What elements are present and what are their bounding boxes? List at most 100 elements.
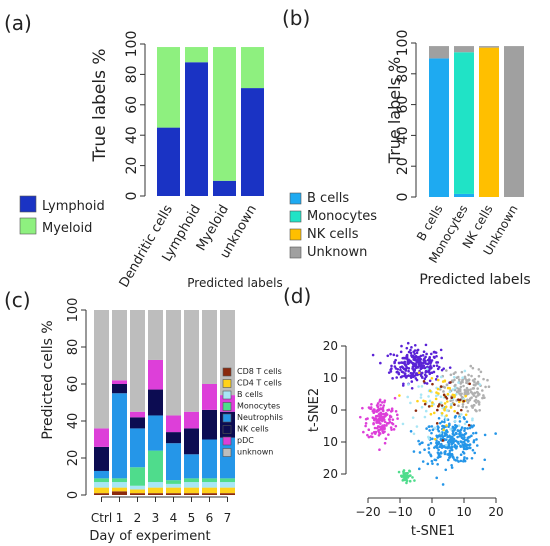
scatter-point [461,402,465,406]
scatter-point [442,390,445,393]
scatter-point [366,417,369,420]
scatter-point [439,445,443,449]
legend-label: CD4 T cells [237,379,282,388]
scatter-point [411,476,414,479]
scatter-point [427,362,430,365]
scatter-point [440,412,444,415]
scatter-point [433,437,437,441]
scatter-point [425,382,429,385]
bar-segment-b-cells [429,58,449,198]
scatter-point [435,354,438,358]
scatter-point [430,459,434,463]
scatter-point [459,381,463,384]
scatter-point [439,375,443,379]
bar-segment-neutrophils [220,437,235,479]
scatter-point [398,394,401,397]
scatter-point [376,414,379,418]
scatter-point [407,358,410,362]
scatter-point [465,420,469,424]
scatter-point [405,479,409,483]
scatter-point [407,383,410,386]
scatter-point [366,433,369,437]
panel-label-d: (d) [283,284,311,308]
bar-segment-b-cells [184,482,199,488]
scatter-point [402,367,406,371]
scatter-point [445,424,448,427]
bar-segment-myeloid [157,47,180,128]
scatter-point [441,406,444,410]
scatter-point [386,409,389,412]
legend-label: unknown [237,448,273,457]
scatter-point [456,390,459,394]
scatter-point [427,447,431,450]
scatter-point [449,399,452,403]
scatter-point [434,397,438,401]
scatter-point [465,386,469,390]
scatter-point [435,364,439,367]
scatter-point [459,444,462,448]
scatter-point [379,403,382,407]
scatter-point [431,401,434,404]
scatter-point [413,479,416,482]
scatter-point [479,370,483,374]
scatter-point [465,378,468,382]
scatter-point [466,427,469,430]
scatter-point [429,441,433,445]
scatter-point [411,416,415,419]
scatter-point [438,403,441,406]
scatter-point [376,402,380,405]
scatter-point [443,420,446,424]
bar-segment-cd8-t-cells [184,493,199,495]
scatter-point [456,411,459,415]
y-tick-label: 60 [124,96,140,114]
bar-segment-monocytes [220,478,235,483]
scatter-point [466,391,470,394]
scatter-point [463,391,467,394]
bar-segment-pdc [130,411,145,418]
y-tick-label: 100 [66,298,81,323]
bar-segment-pdc [202,384,217,410]
scatter-point [390,421,394,425]
scatter-point [394,424,398,428]
y-tick-label: 100 [395,30,411,57]
bar-segment-neutrophils [94,470,109,479]
scatter-point [424,362,428,365]
scatter-point [391,377,394,380]
scatter-point [460,440,463,444]
scatter-point [469,388,472,391]
scatter-point [439,455,442,458]
scatter-point [430,371,434,375]
scatter-point [406,395,409,399]
scatter-point [463,369,467,373]
y-tick-label: 20 [395,157,411,175]
scatter-point [406,341,410,345]
scatter-point [405,346,409,350]
scatter-point [404,363,407,367]
scatter-cluster-nk-cells [371,341,452,390]
scatter-point [482,394,485,397]
scatter-point [425,352,428,356]
bar-segment-neutrophils [148,415,163,451]
scatter-point [379,407,383,410]
scatter-point [435,476,439,480]
scatter-point [474,398,478,402]
scatter-point [390,407,394,411]
scatter-point [429,352,433,356]
legend-swatch [222,379,232,388]
scatter-point [369,407,373,410]
y-tick-label: 0 [330,403,338,417]
bar-segment-unknown [479,46,499,48]
bar-segment-b-cells [112,482,127,488]
scatter-point [373,426,377,430]
scatter-point [431,382,434,386]
scatter-point [412,371,415,375]
y-tick-label: 0 [66,491,81,499]
scatter-point [443,379,447,383]
legend-swatch [289,246,302,259]
scatter-point [438,388,442,391]
scatter-point [429,412,433,416]
scatter-point [441,435,445,438]
scatter-point [474,395,478,399]
scatter-point [399,368,402,372]
bar-segment-lymphoid [241,88,264,196]
